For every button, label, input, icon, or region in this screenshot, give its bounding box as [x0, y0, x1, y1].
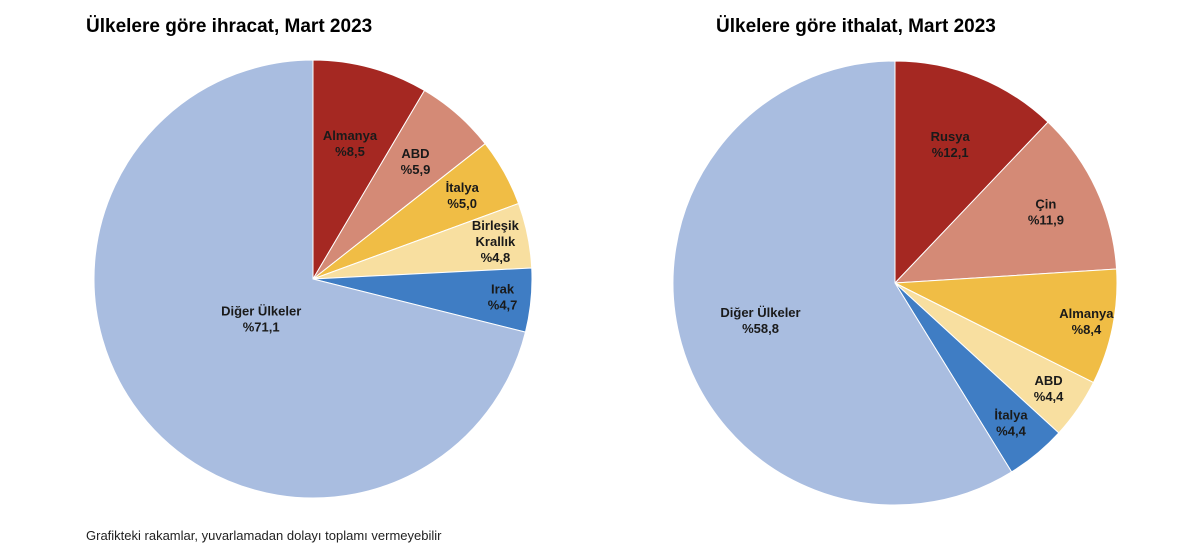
import-slice-cin: [893, 121, 1118, 284]
import-label-almanya: Almanya %8,4: [1059, 306, 1114, 337]
export-pie-chart: Almanya %8,5 ABD %5,9 İtalya %5,0 Birleşik Kral…: [93, 59, 533, 499]
export-label-diger-ulkeler: Diğer Ülkeler %71,1: [221, 303, 301, 334]
import-pie-chart: Rusya %12,1 Çin %11,9 Almanya %8,4 ABD %4,4İtal…: [672, 60, 1118, 506]
export-chart-title: Ülkelere göre ihracat, Mart 2023: [86, 16, 373, 37]
import-label-rusya: Rusya %12,1: [931, 129, 971, 160]
export-label-birlesik-krallik: Birleşik Krallık %4,8: [472, 218, 520, 265]
import-label-diger-ulkeler: Diğer Ülkeler %58,8: [720, 305, 800, 336]
import-slice-diger-ulkeler: [672, 60, 1013, 506]
import-chart-title: Ülkelere göre ithalat, Mart 2023: [716, 16, 996, 37]
import-label-italya: İtalya %4,4: [994, 407, 1028, 438]
import-slice-almanya: [893, 268, 1118, 384]
export-label-italya: İtalya %5,0: [446, 180, 480, 211]
export-slice-almanya: [312, 59, 426, 281]
export-label-almanya: Almanya %8,5: [323, 128, 378, 159]
import-label-abd: ABD %4,4: [1034, 373, 1064, 404]
import-label-cin: Çin %11,9: [1028, 197, 1064, 228]
export-slice-diger-ulkeler: [93, 59, 527, 499]
export-label-irak: Irak %4,7: [488, 282, 518, 313]
export-label-abd: ABD %5,9: [401, 146, 431, 177]
import-slice-rusya: [894, 60, 1049, 285]
footnote: Grafikteki rakamlar, yuvarlamadan dolayı…: [86, 528, 442, 543]
